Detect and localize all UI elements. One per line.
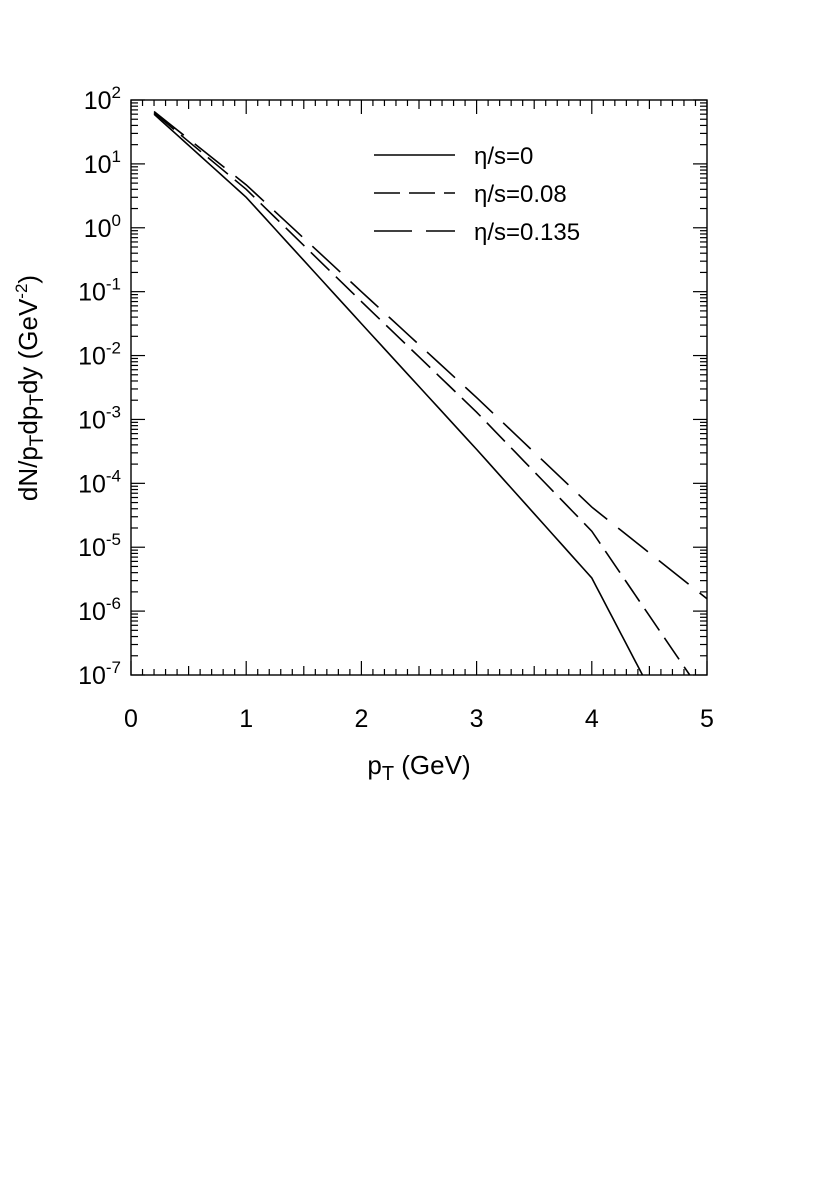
y-axis-title-part: T xyxy=(27,394,48,406)
y-tick-label: 10-3 xyxy=(78,402,121,434)
y-tick-labels: 102 101 100 10-1 10-2 10-3 10-4 10-5 10-6 10-7 xyxy=(78,83,121,690)
y-tick-label: 10-7 xyxy=(78,658,121,690)
y-axis-title-part: T xyxy=(27,434,48,446)
y-axis-title-part: dp xyxy=(13,406,43,435)
axis-ticks xyxy=(130,99,708,676)
x-tick-label: 5 xyxy=(700,705,714,733)
legend-label: η/s=0.135 xyxy=(474,219,580,246)
y-axis-title-part: dN/p xyxy=(13,446,43,501)
series-line-0 xyxy=(153,113,644,676)
y-axis-title-part: ) xyxy=(13,275,43,284)
y-axis-title-part: -2 xyxy=(12,284,31,299)
series-curves xyxy=(153,110,708,676)
y-axis-title: dN/pTdpTdy (GeV-2) xyxy=(12,275,48,501)
x-tick-labels: 0 1 2 3 4 5 xyxy=(124,705,714,733)
x-tick-label: 4 xyxy=(585,705,599,733)
y-axis-title-part: dy (GeV xyxy=(13,298,43,394)
y-tick-label: 100 xyxy=(84,211,121,243)
y-tick-label: 10-2 xyxy=(78,339,121,371)
x-axis-title-rest: (GeV) xyxy=(394,750,471,780)
x-tick-label: 0 xyxy=(124,705,138,733)
legend-label: η/s=0.08 xyxy=(474,181,567,208)
x-axis-title-sub: T xyxy=(382,763,394,785)
y-tick-label: 10-5 xyxy=(78,530,121,562)
x-tick-label: 2 xyxy=(354,705,368,733)
x-tick-label: 3 xyxy=(470,705,484,733)
y-tick-label: 101 xyxy=(84,147,121,179)
series-line-2 xyxy=(153,110,708,600)
y-tick-label: 10-1 xyxy=(78,275,121,307)
y-tick-label: 10-6 xyxy=(78,594,121,626)
legend: η/s=0 η/s=0.08 η/s=0.135 xyxy=(374,143,580,246)
x-axis-title: pT (GeV) xyxy=(367,750,470,785)
y-tick-label: 10-4 xyxy=(78,466,121,498)
x-axis-title-base: p xyxy=(367,750,381,780)
series-line-1 xyxy=(153,112,691,676)
legend-label: η/s=0 xyxy=(474,143,533,170)
x-tick-label: 1 xyxy=(239,705,253,733)
y-tick-label: 102 xyxy=(84,83,121,115)
